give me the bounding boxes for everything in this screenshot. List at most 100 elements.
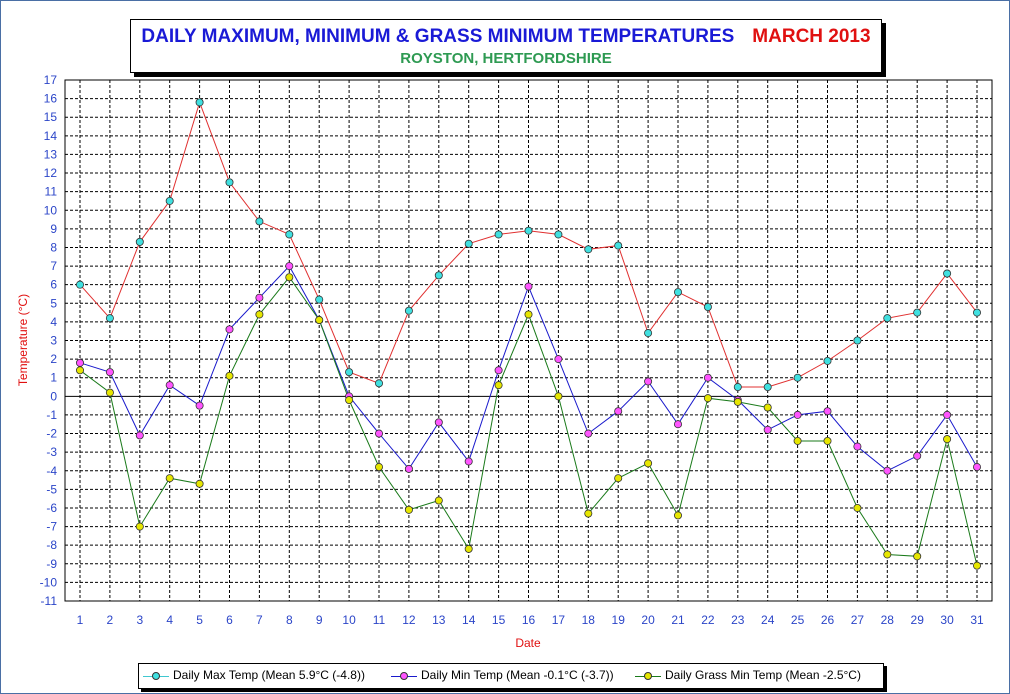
data-point-grass bbox=[853, 503, 862, 512]
x-tick-label: 2 bbox=[107, 613, 114, 627]
data-point-grass bbox=[943, 435, 952, 444]
data-point-grass bbox=[973, 561, 982, 570]
y-tick-label: 13 bbox=[44, 147, 58, 161]
data-point-min bbox=[793, 410, 802, 419]
y-tick-label: 16 bbox=[44, 92, 58, 106]
data-point-max bbox=[763, 383, 772, 392]
data-point-max bbox=[883, 314, 892, 323]
data-point-min bbox=[195, 401, 204, 410]
title-line: DAILY MAXIMUM, MINIMUM & GRASS MINIMUM T… bbox=[131, 26, 881, 48]
data-point-grass bbox=[374, 463, 383, 472]
x-tick-label: 26 bbox=[821, 613, 835, 627]
data-point-min bbox=[374, 429, 383, 438]
data-point-min bbox=[614, 407, 623, 416]
x-tick-label: 29 bbox=[911, 613, 925, 627]
data-point-grass bbox=[614, 474, 623, 483]
y-tick-label: 17 bbox=[44, 73, 58, 87]
x-tick-label: 4 bbox=[166, 613, 173, 627]
x-tick-label: 1 bbox=[77, 613, 84, 627]
x-tick-label: 5 bbox=[196, 613, 203, 627]
data-point-min bbox=[76, 358, 85, 367]
y-tick-label: 7 bbox=[50, 259, 57, 273]
y-tick-label: -4 bbox=[46, 464, 57, 478]
data-point-max bbox=[703, 303, 712, 312]
legend-label-grass: Daily Grass Min Temp (Mean -2.5°C) bbox=[665, 668, 861, 682]
data-point-max bbox=[644, 329, 653, 338]
y-tick-label: 8 bbox=[50, 240, 57, 254]
data-point-grass bbox=[464, 544, 473, 553]
data-point-min bbox=[105, 368, 114, 377]
data-point-min bbox=[494, 366, 503, 375]
y-tick-label: 5 bbox=[50, 296, 57, 310]
data-point-max bbox=[554, 230, 563, 239]
data-point-grass bbox=[345, 396, 354, 405]
data-point-min bbox=[853, 442, 862, 451]
data-point-grass bbox=[165, 474, 174, 483]
data-point-min bbox=[973, 463, 982, 472]
data-point-max bbox=[285, 230, 294, 239]
data-point-max bbox=[733, 383, 742, 392]
data-point-max bbox=[494, 230, 503, 239]
data-point-grass bbox=[285, 273, 294, 282]
chart-title: DAILY MAXIMUM, MINIMUM & GRASS MINIMUM T… bbox=[141, 26, 735, 47]
data-point-min bbox=[883, 466, 892, 475]
x-tick-label: 30 bbox=[940, 613, 954, 627]
x-tick-label: 27 bbox=[851, 613, 865, 627]
legend-marker-grass bbox=[644, 672, 652, 680]
data-point-max bbox=[105, 314, 114, 323]
data-point-grass bbox=[644, 459, 653, 468]
x-tick-label: 12 bbox=[402, 613, 416, 627]
data-point-grass bbox=[105, 388, 114, 397]
title-box: DAILY MAXIMUM, MINIMUM & GRASS MINIMUM T… bbox=[130, 19, 882, 73]
x-tick-label: 15 bbox=[492, 613, 506, 627]
data-point-max bbox=[973, 308, 982, 317]
y-tick-label: -10 bbox=[40, 575, 58, 589]
y-tick-label: 15 bbox=[44, 110, 58, 124]
data-point-grass bbox=[793, 436, 802, 445]
y-tick-label: 9 bbox=[50, 222, 57, 236]
y-axis-label: Temperature (°C) bbox=[16, 294, 30, 386]
y-tick-label: 1 bbox=[50, 371, 57, 385]
y-tick-label: -9 bbox=[46, 557, 57, 571]
data-point-grass bbox=[434, 496, 443, 505]
x-tick-label: 25 bbox=[791, 613, 805, 627]
legend-item-max: Daily Max Temp (Mean 5.9°C (-4.8)) bbox=[143, 668, 365, 682]
data-point-max bbox=[434, 271, 443, 280]
chart-subtitle: ROYSTON, HERTFORDSHIRE bbox=[400, 50, 612, 67]
x-tick-label: 23 bbox=[731, 613, 745, 627]
x-tick-label: 7 bbox=[256, 613, 263, 627]
chart-month: MARCH 2013 bbox=[752, 26, 871, 47]
data-point-max bbox=[225, 178, 234, 187]
grid bbox=[64, 79, 993, 602]
y-tick-label: 11 bbox=[45, 185, 58, 199]
x-tick-label: 16 bbox=[522, 613, 536, 627]
data-point-grass bbox=[404, 505, 413, 514]
x-tick-label: 3 bbox=[136, 613, 143, 627]
data-point-min bbox=[404, 464, 413, 473]
data-point-grass bbox=[883, 550, 892, 559]
data-point-max bbox=[464, 239, 473, 248]
data-point-min bbox=[823, 407, 832, 416]
data-point-min bbox=[584, 429, 593, 438]
data-point-min bbox=[225, 325, 234, 334]
data-point-max bbox=[255, 217, 264, 226]
data-point-max bbox=[793, 373, 802, 382]
x-tick-label: 10 bbox=[342, 613, 356, 627]
x-tick-label: 6 bbox=[226, 613, 233, 627]
data-point-grass bbox=[554, 392, 563, 401]
y-tick-label: -11 bbox=[41, 594, 58, 608]
data-point-max bbox=[943, 269, 952, 278]
data-point-grass bbox=[76, 366, 85, 375]
y-tick-label: -2 bbox=[46, 427, 57, 441]
data-point-min bbox=[674, 420, 683, 429]
data-point-max bbox=[674, 288, 683, 297]
y-tick-label: -7 bbox=[46, 520, 57, 534]
data-point-min bbox=[913, 451, 922, 460]
data-point-min bbox=[464, 457, 473, 466]
x-tick-label: 24 bbox=[761, 613, 775, 627]
data-point-max bbox=[524, 226, 533, 235]
y-tick-label: -5 bbox=[46, 482, 57, 496]
data-point-max bbox=[76, 280, 85, 289]
data-point-grass bbox=[584, 509, 593, 518]
data-point-min bbox=[703, 373, 712, 382]
